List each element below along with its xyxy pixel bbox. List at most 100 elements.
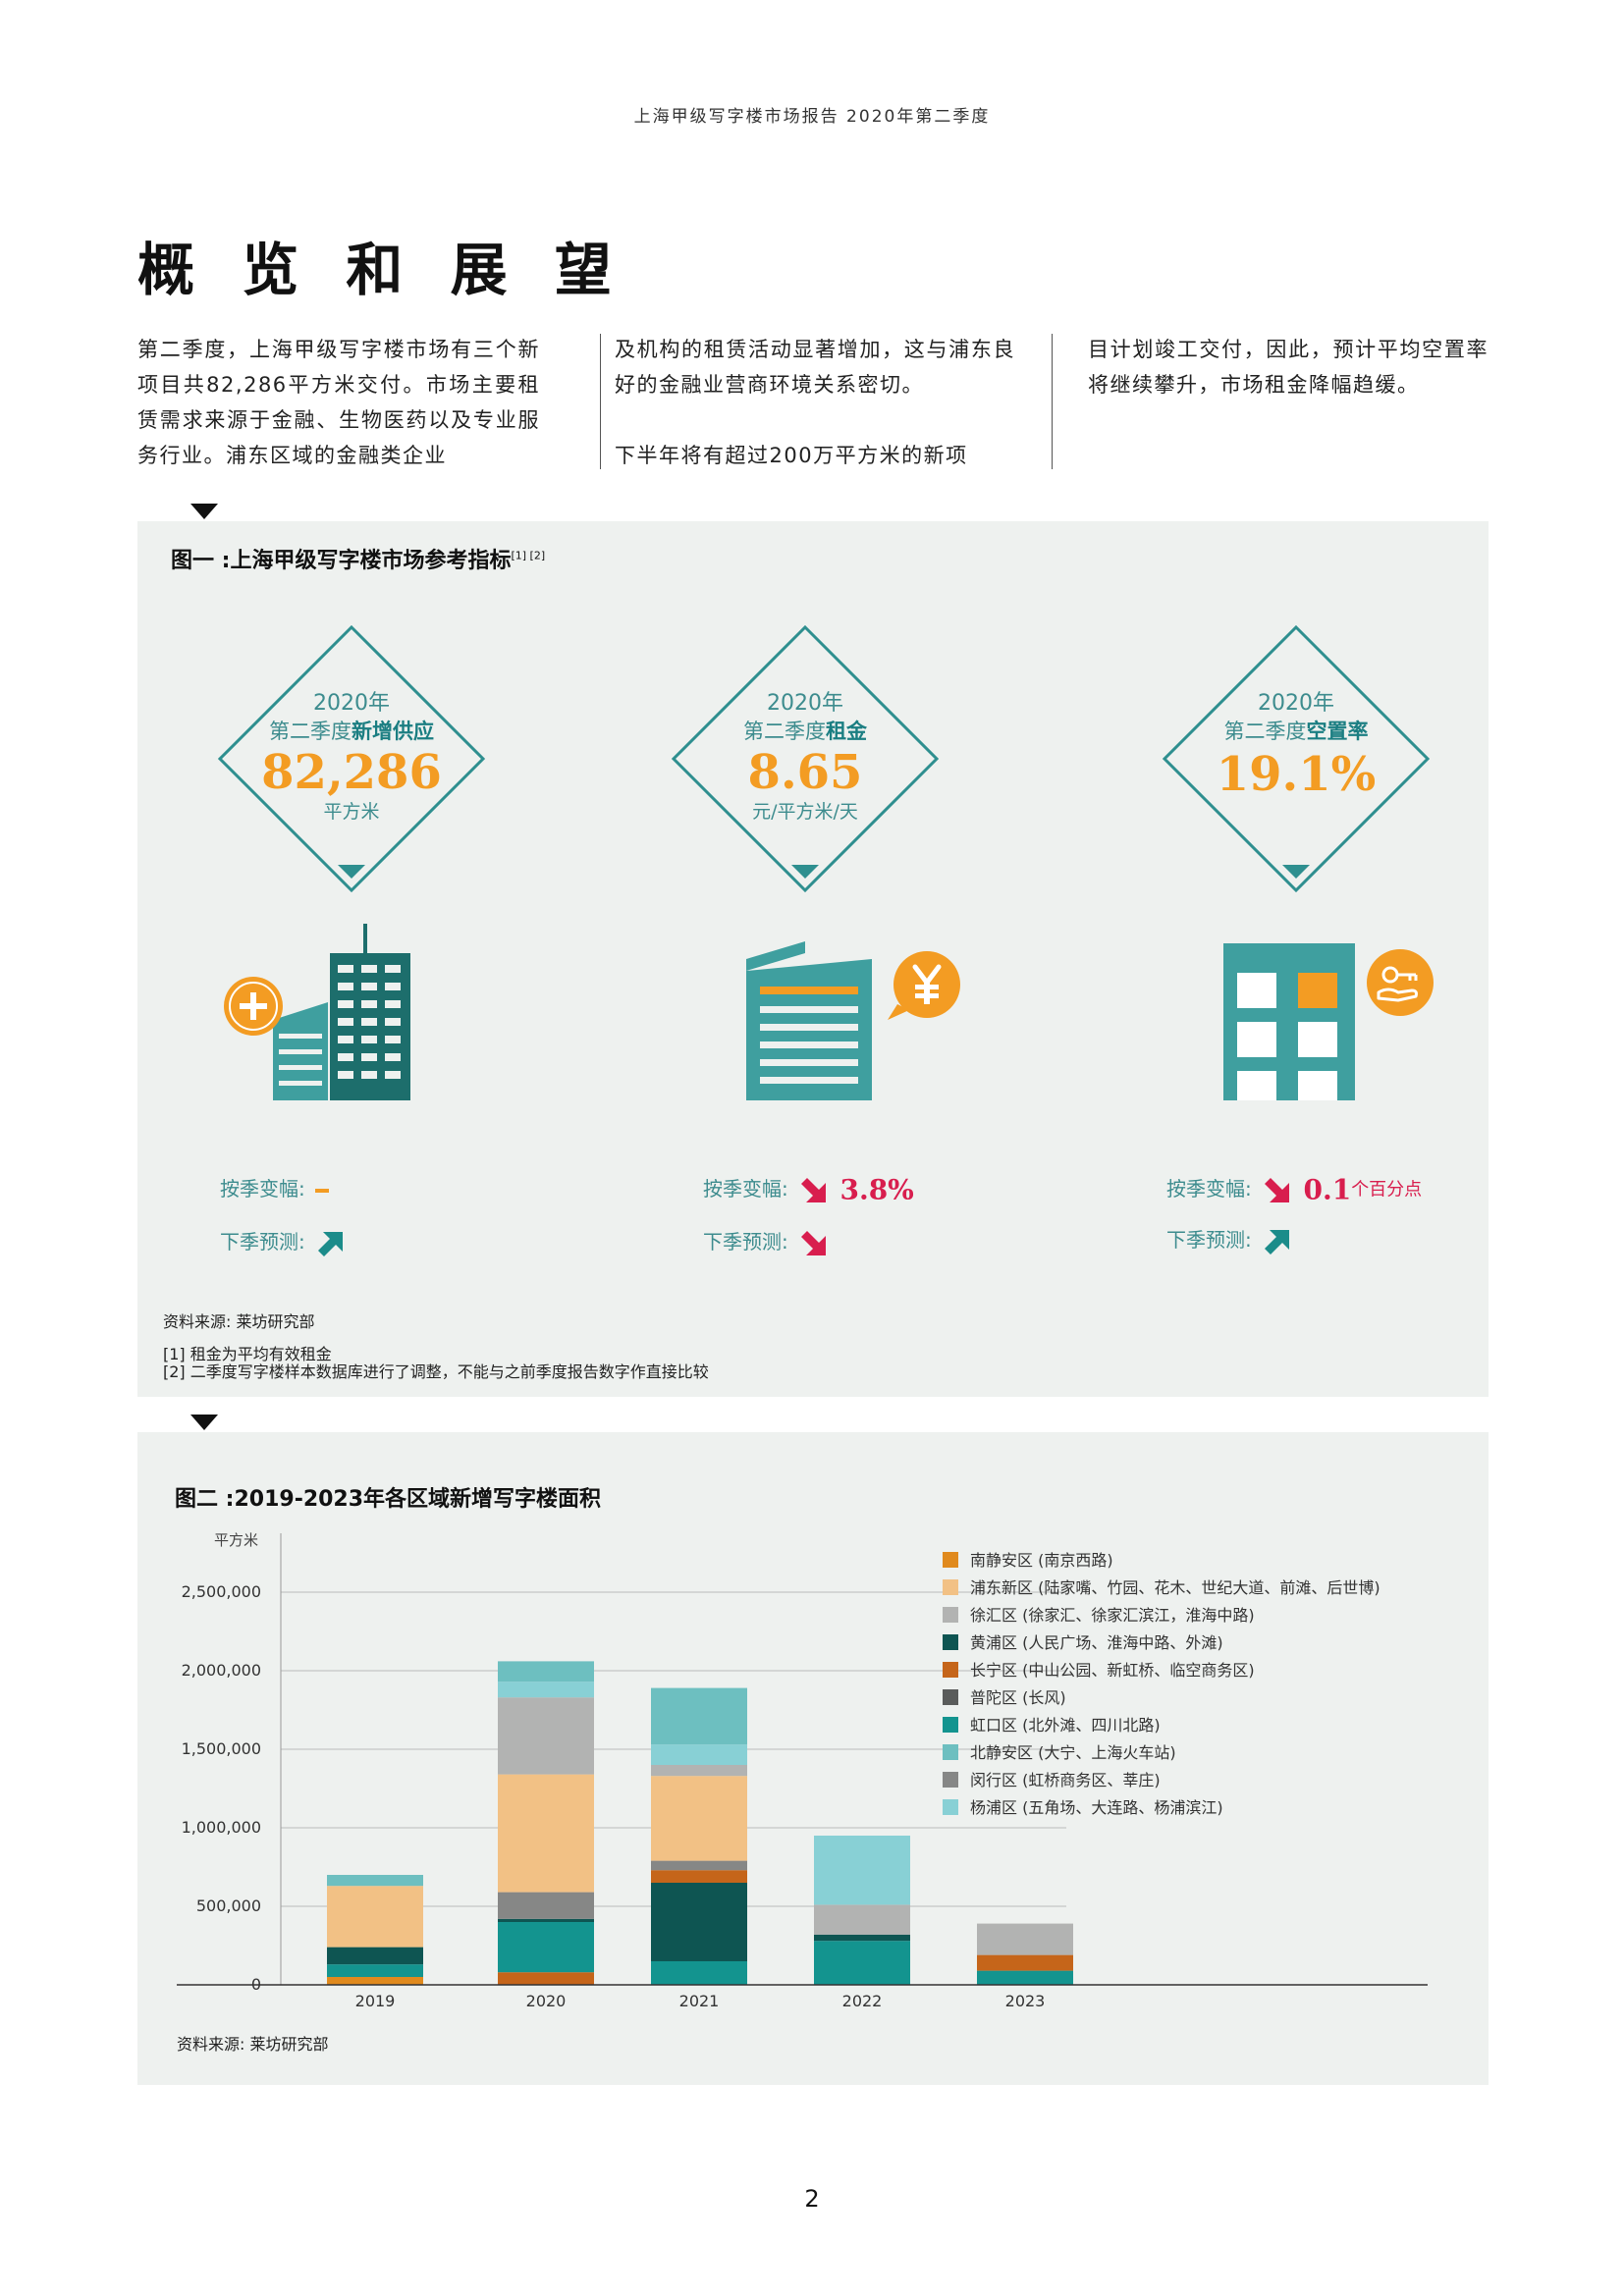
key-hand-icon [1367,949,1434,1016]
yuan-icon [888,951,960,1020]
legend-label: 长宁区 (中山公园、新虹桥、临空商务区) [970,1661,1255,1680]
metric-label-pre: 第二季度 [743,720,826,743]
running-header: 上海甲级写字楼市场报告 2020年第二季度 [633,107,991,127]
metric-unit: 平方米 [323,801,380,823]
forecast-label: 下季预测: [703,1230,788,1254]
legend-item: 长宁区 (中山公园、新虹桥、临空商务区) [943,1657,1380,1684]
intro-column-2: 及机构的租赁活动显著增加，这与浦东良好的金融业营商环境关系密切。 下半年将有超过… [615,332,1015,508]
metric-unit: 元/平方米/天 [752,801,858,823]
chart-legend: 南静安区 (南京西路) 浦东新区 (陆家嘴、竹园、花木、世纪大道、前滩、后世博) 徐… [943,1547,1380,1822]
legend-label: 浦东新区 (陆家嘴、竹园、花木、世纪大道、前滩、后世博) [970,1578,1380,1597]
arrow-down-icon [801,1230,827,1255]
figure-2-title: 图二 :2019-2023年各区域新增写字楼面积 [175,1487,602,1512]
metric-new-supply: 2020年 第二季度新增供应 82,286 平方米 [238,690,465,824]
building-add-icon [224,977,283,1036]
legend-label: 黄浦区 (人民广场、淮海中路、外滩) [970,1633,1223,1652]
arrow-up-icon [318,1231,344,1256]
metric-label-em: 租金 [826,720,867,743]
metric-label-pre: 第二季度 [269,720,352,743]
legend-label: 虹口区 (北外滩、四川北路) [970,1716,1161,1735]
panel-marker [190,504,218,519]
figure-2-source: 资料来源: 莱坊研究部 [177,2035,329,2054]
column-divider [1052,334,1053,469]
arrow-down-icon [1265,1177,1290,1202]
legend-item: 普陀区 (长风) [943,1684,1380,1712]
forecast-row: 下季预测: [703,1226,834,1257]
metric-value: 8.65 [747,745,863,800]
qoq-value: 0.1 [1303,1173,1352,1206]
legend-swatch [943,1716,958,1733]
metric-label-pre: 第二季度 [1223,720,1307,743]
legend-item: 虹口区 (北外滩、四川北路) [943,1712,1380,1739]
qoq-suffix: 个百分点 [1351,1179,1423,1201]
forecast-label: 下季预测: [220,1230,305,1254]
legend-swatch [943,1551,958,1568]
qoq-value: 3.8% [839,1173,914,1206]
legend-label: 南静安区 (南京西路) [970,1551,1113,1570]
legend-item: 浦东新区 (陆家嘴、竹园、花木、世纪大道、前滩、后世博) [943,1575,1380,1602]
forecast-row: 下季预测: [1166,1224,1297,1255]
legend-item: 闵行区 (虹桥商务区、莘庄) [943,1767,1380,1794]
qoq-label: 按季变幅: [220,1177,305,1201]
legend-label: 普陀区 (长风) [970,1688,1066,1707]
metric-year: 2020年 [313,691,390,716]
legend-item: 南静安区 (南京西路) [943,1547,1380,1575]
legend-item: 北静安区 (大宁、上海火车站) [943,1739,1380,1767]
metric-label: 第二季度空置率 [1182,718,1410,745]
legend-swatch [943,1661,958,1678]
forecast-label: 下季预测: [1166,1228,1252,1252]
legend-swatch [943,1798,958,1815]
arrow-up-icon [1265,1229,1290,1255]
metric-label-em: 新增供应 [352,720,434,743]
metric-diamond-frame [218,625,485,892]
arrow-down-icon [801,1177,827,1202]
legend-item: 徐汇区 (徐家汇、徐家汇滨江，淮海中路) [943,1602,1380,1629]
legend-label: 闵行区 (虹桥商务区、莘庄) [970,1771,1161,1789]
qoq-label: 按季变幅: [1166,1177,1252,1201]
qoq-flat-icon [314,1188,329,1193]
qoq-label: 按季变幅: [703,1177,788,1201]
figure-1-note: [1] 租金为平均有效租金 [163,1345,332,1363]
metric-rent: 2020年 第二季度租金 8.65 元/平方米/天 [691,690,919,824]
qoq-row: 按季变幅: 3.8% [703,1173,914,1206]
legend-swatch [943,1771,958,1788]
page-title: 概 览 和 展 望 [137,237,625,303]
intro-text-2a: 及机构的租赁活动显著增加，这与浦东良好的金融业营商环境关系密切。 [615,338,1015,397]
metric-diamond-frame [1163,625,1430,892]
qoq-row: 按季变幅: 0.1个百分点 [1166,1173,1423,1206]
metric-value: 82,286 [261,745,442,800]
rent-illustration [746,941,872,1100]
figure-1-title-text: 图一 :上海甲级写字楼市场参考指标 [171,549,512,573]
legend-item: 杨浦区 (五角场、大连路、杨浦滨江) [943,1794,1380,1822]
metric-label-em: 空置率 [1306,720,1369,743]
column-divider [600,334,601,469]
figure-1-title: 图一 :上海甲级写字楼市场参考指标[1] [2] [171,543,545,574]
figure-1-note: [2] 二季度写字楼样本数据库进行了调整，不能与之前季度报告数字作直接比较 [163,1362,709,1381]
intro-text-3: 目计划竣工交付，因此，预计平均空置率将继续攀升，市场租金降幅趋缓。 [1088,338,1489,397]
metric-label: 第二季度新增供应 [238,718,465,745]
metric-diamond-frame [672,625,939,892]
legend-label: 徐汇区 (徐家汇、徐家汇滨江，淮海中路) [970,1606,1255,1625]
intro-column-1: 第二季度，上海甲级写字楼市场有三个新项目共82,286平方米交付。市场主要租赁需… [137,332,540,508]
new-supply-illustration [273,924,410,1100]
forecast-row: 下季预测: [220,1226,351,1257]
legend-swatch [943,1633,958,1650]
page-number: 2 [804,2185,820,2213]
legend-label: 杨浦区 (五角场、大连路、杨浦滨江) [970,1798,1223,1817]
metric-year: 2020年 [1258,691,1334,716]
panel-marker [190,1415,218,1430]
figure-1-title-footnote: [1] [2] [511,549,546,562]
metric-vacancy: 2020年 第二季度空置率 19.1% [1182,690,1410,802]
figure-1-panel: 图一 :上海甲级写字楼市场参考指标[1] [2] 2020年 第二季度新增供应 … [137,504,1489,1397]
legend-swatch [943,1578,958,1595]
legend-label: 北静安区 (大宁、上海火车站) [970,1743,1176,1762]
metric-label: 第二季度租金 [691,718,919,745]
figure-1-source: 资料来源: 莱坊研究部 [163,1312,315,1331]
legend-swatch [943,1606,958,1623]
legend-swatch [943,1688,958,1705]
intro-text-2b: 下半年将有超过200万平方米的新项 [615,444,968,467]
intro-text-1: 第二季度，上海甲级写字楼市场有三个新项目共82,286平方米交付。市场主要租赁需… [137,338,540,467]
intro-column-3: 目计划竣工交付，因此，预计平均空置率将继续攀升，市场租金降幅趋缓。 [1088,332,1489,438]
metric-year: 2020年 [767,691,843,716]
metric-value: 19.1% [1216,747,1377,802]
